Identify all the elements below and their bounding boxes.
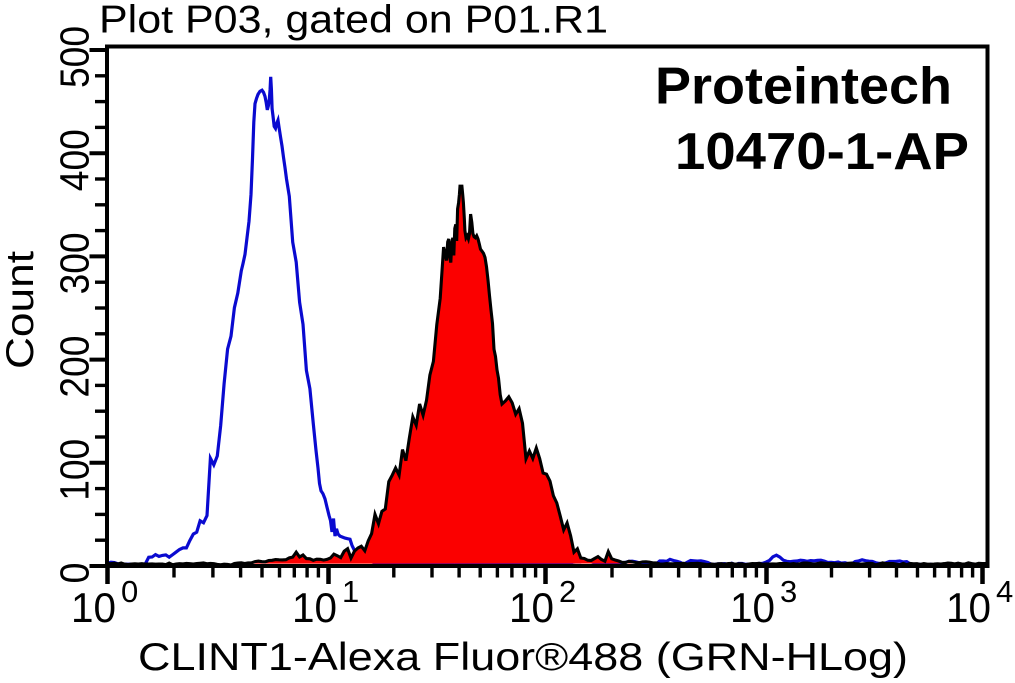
svg-text:0: 0	[52, 563, 98, 584]
svg-text:Count: Count	[0, 251, 42, 369]
svg-text:101: 10 1	[292, 574, 359, 631]
svg-text:500: 500	[52, 26, 98, 88]
svg-text:300: 300	[52, 232, 98, 294]
svg-text:Proteintech: Proteintech	[655, 57, 952, 115]
svg-text:200: 200	[52, 336, 98, 398]
svg-text:103: 10 3	[730, 574, 797, 631]
svg-text:CLINT1-Alexa Fluor®488 (GRN-HL: CLINT1-Alexa Fluor®488 (GRN-HLog)	[138, 636, 908, 679]
svg-text:400: 400	[52, 129, 98, 191]
svg-text:100: 100	[52, 439, 98, 501]
svg-text:102: 10 2	[509, 574, 576, 631]
svg-text:Plot P03, gated on P01.R1: Plot P03, gated on P01.R1	[99, 0, 608, 42]
svg-text:10470-1-AP: 10470-1-AP	[675, 123, 969, 181]
svg-text:100: 100	[71, 574, 138, 631]
svg-text:104: 10 4	[946, 574, 1013, 631]
